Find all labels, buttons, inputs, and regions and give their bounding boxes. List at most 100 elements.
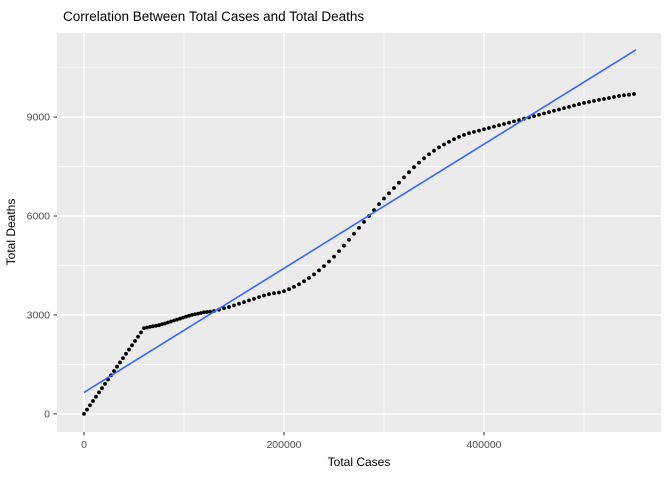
- scatter-point: [175, 317, 179, 322]
- scatter-point: [497, 123, 501, 128]
- scatter-point: [342, 243, 346, 248]
- scatter-point: [85, 407, 89, 412]
- scatter-point: [154, 323, 158, 328]
- scatter-point: [282, 289, 286, 294]
- scatter-point: [452, 137, 456, 142]
- scatter-point: [542, 111, 546, 116]
- scatter-point: [392, 186, 396, 190]
- scatter-point: [127, 347, 131, 352]
- scatter-point: [512, 119, 516, 124]
- scatter-point: [115, 364, 119, 369]
- scatter-point: [427, 152, 431, 157]
- scatter-point: [507, 120, 511, 125]
- scatter-point: [502, 122, 506, 126]
- scatter-point: [362, 220, 366, 224]
- scatter-point: [487, 126, 491, 130]
- scatter-point: [247, 298, 251, 303]
- scatter-point: [472, 130, 476, 134]
- y-tick-label: 6000: [27, 211, 51, 223]
- scatter-point: [352, 231, 356, 236]
- scatter-point: [612, 95, 616, 99]
- scatter-point: [622, 93, 626, 98]
- scatter-point: [307, 276, 311, 280]
- scatter-point: [97, 390, 101, 395]
- scatter-point: [252, 296, 256, 301]
- scatter-point: [277, 290, 281, 295]
- scatter-point: [632, 92, 636, 96]
- scatter-point: [442, 142, 446, 147]
- scatter-point: [552, 108, 556, 113]
- scatter-point: [532, 114, 536, 118]
- x-tick-label: 200000: [266, 439, 301, 451]
- scatter-point: [437, 145, 441, 150]
- scatter-point: [91, 399, 95, 403]
- scatter-point: [577, 102, 581, 107]
- scatter-point: [302, 279, 306, 284]
- scatter-point: [332, 254, 336, 259]
- scatter-point: [322, 264, 326, 268]
- scatter-point: [232, 303, 236, 308]
- scatter-point: [587, 100, 591, 104]
- scatter-point: [297, 282, 301, 287]
- scatter-point: [357, 226, 361, 230]
- scatter-point: [387, 191, 391, 196]
- x-tick-label: 0: [81, 439, 87, 451]
- scatter-point: [422, 156, 426, 161]
- scatter-point: [582, 101, 586, 105]
- scatter-point: [607, 96, 611, 100]
- scatter-point: [208, 309, 212, 314]
- scatter-point: [467, 131, 471, 136]
- scatter-point: [151, 324, 155, 329]
- scatter-point: [103, 382, 107, 386]
- scatter-point: [597, 98, 601, 102]
- scatter-point: [327, 259, 331, 264]
- scatter-point: [136, 334, 140, 339]
- scatter-point: [157, 323, 161, 328]
- scatter-point: [492, 124, 496, 129]
- scatter-point: [166, 320, 170, 325]
- scatter-point: [160, 322, 164, 327]
- scatter-point: [94, 394, 98, 399]
- scatter-point: [242, 300, 246, 304]
- scatter-point: [262, 293, 266, 298]
- y-axis-label: Total Deaths: [4, 199, 18, 266]
- scatter-point: [227, 305, 231, 309]
- scatter-point: [397, 180, 401, 185]
- scatter-point: [169, 319, 173, 324]
- scatter-point: [482, 127, 486, 132]
- scatter-point: [312, 272, 316, 277]
- scatter-point: [317, 268, 321, 273]
- scatter-point: [617, 94, 621, 98]
- scatter-point: [602, 97, 606, 101]
- scatter-point: [347, 237, 351, 242]
- scatter-point: [193, 312, 197, 317]
- scatter-point: [447, 139, 451, 144]
- plot-layers: 0 200000 400000 0 3000 6000 9000: [27, 33, 661, 451]
- scatter-point: [592, 99, 596, 103]
- scatter-point: [130, 343, 134, 348]
- scatter-point: [190, 313, 194, 317]
- scatter-point: [407, 170, 411, 175]
- scatter-point: [88, 403, 92, 408]
- x-tick-label: 400000: [466, 439, 501, 451]
- scatter-point: [237, 301, 241, 306]
- scatter-point: [199, 311, 203, 315]
- scatter-point: [145, 325, 149, 330]
- scatter-point: [133, 339, 137, 343]
- scatter-point: [257, 295, 261, 299]
- scatter-point: [457, 135, 461, 139]
- scatter-point: [139, 330, 143, 335]
- scatter-point: [572, 103, 576, 108]
- scatter-point: [142, 326, 146, 330]
- scatter-point: [292, 285, 296, 289]
- scatter-point: [202, 310, 206, 315]
- scatter-point: [462, 133, 466, 137]
- scatter-point: [181, 315, 185, 320]
- scatter-point: [477, 128, 481, 133]
- scatter-point: [118, 360, 122, 365]
- scatter-point: [184, 314, 188, 319]
- scatter-point: [196, 311, 200, 316]
- scatter-point: [100, 386, 104, 390]
- scatter-point: [432, 148, 436, 153]
